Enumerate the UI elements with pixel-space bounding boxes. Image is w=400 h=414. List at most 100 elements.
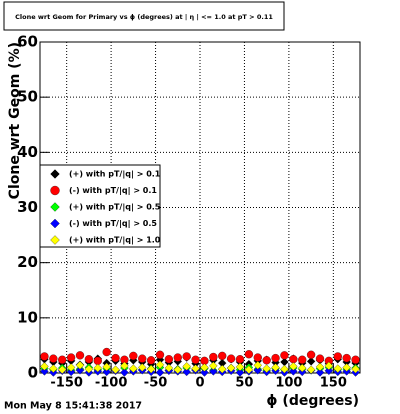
point <box>209 367 218 376</box>
x-axis-label: ϕ (degrees) <box>266 393 359 409</box>
point <box>253 366 262 375</box>
point <box>306 350 316 359</box>
point <box>226 354 236 363</box>
legend-label: (-) with pT/|q| > 0.5 <box>69 219 157 228</box>
point <box>315 368 325 377</box>
point <box>218 364 227 374</box>
point <box>306 365 316 374</box>
point <box>298 355 307 364</box>
x-tick-label: 100 <box>275 376 302 391</box>
point <box>93 356 102 366</box>
point <box>75 366 85 375</box>
point <box>271 363 280 372</box>
timestamp: Mon May 8 15:41:38 2017 <box>4 401 142 412</box>
point <box>218 351 227 361</box>
x-tick-label: -150 <box>50 376 83 391</box>
point <box>209 361 218 371</box>
point <box>155 368 165 377</box>
legend-label: (+) with pT/|q| > 0.1 <box>69 170 161 179</box>
legend-marker <box>50 218 60 229</box>
legend-marker <box>50 235 60 245</box>
point <box>102 362 111 372</box>
point <box>182 352 191 361</box>
y-axis-label: Clone wrt Geom (%) <box>7 42 23 199</box>
x-tick-label: -50 <box>144 376 168 391</box>
point <box>66 363 76 372</box>
point <box>182 362 191 371</box>
point <box>333 364 342 373</box>
point <box>315 354 325 363</box>
legend-marker <box>50 169 60 179</box>
legend-box <box>39 164 161 248</box>
point <box>271 353 280 363</box>
point <box>298 363 307 373</box>
point <box>138 363 147 372</box>
point <box>146 364 156 374</box>
chart-title: Clone wrt Geom for Primary vs ϕ (degrees… <box>15 13 273 22</box>
point <box>40 367 49 376</box>
point <box>342 363 351 372</box>
point <box>129 351 138 361</box>
point <box>138 354 147 363</box>
point <box>75 351 85 360</box>
point <box>253 353 262 362</box>
point <box>58 355 67 364</box>
point <box>342 353 351 363</box>
point <box>120 361 129 371</box>
y-tick-label: 0 <box>28 364 38 382</box>
y-tick-label: 60 <box>17 33 38 51</box>
point <box>129 364 138 373</box>
point <box>84 364 94 374</box>
point <box>324 361 334 371</box>
point <box>244 350 254 359</box>
legend-marker <box>50 202 60 212</box>
y-tick-label: 50 <box>17 88 38 106</box>
x-tick-label: 50 <box>235 376 253 391</box>
y-tick-label: 40 <box>17 143 38 161</box>
point <box>182 367 191 377</box>
y-tick-label: 30 <box>17 198 38 216</box>
point <box>58 365 67 374</box>
point <box>235 362 245 372</box>
point <box>280 351 289 360</box>
point <box>253 361 262 370</box>
point <box>111 353 120 363</box>
point <box>235 368 245 377</box>
point <box>40 362 49 371</box>
point <box>49 364 58 373</box>
point <box>164 363 174 373</box>
point <box>146 356 156 365</box>
point <box>191 364 200 373</box>
point <box>262 356 271 365</box>
point <box>66 353 76 362</box>
point <box>102 347 111 357</box>
point <box>111 365 120 374</box>
point <box>66 367 76 377</box>
point <box>351 364 360 374</box>
y-tick-label: 20 <box>17 253 38 271</box>
point <box>75 361 85 370</box>
point <box>102 367 111 377</box>
x-tick-label: 150 <box>320 376 347 391</box>
point <box>200 363 209 372</box>
legend-marker <box>50 185 60 196</box>
point <box>209 352 218 362</box>
point <box>173 353 182 362</box>
point <box>191 355 200 364</box>
point <box>244 365 254 374</box>
point <box>235 355 245 364</box>
point <box>155 350 165 359</box>
point <box>280 364 289 374</box>
point <box>315 362 325 372</box>
point <box>226 363 236 373</box>
legend-label: (-) with pT/|q| > 0.1 <box>69 186 157 195</box>
point <box>200 368 209 377</box>
point <box>49 354 58 363</box>
legend-label: (+) with pT/|q| > 1.0 <box>69 236 161 245</box>
point <box>289 355 298 364</box>
point <box>262 364 271 373</box>
point <box>306 357 316 366</box>
point <box>93 363 102 373</box>
point <box>324 366 334 376</box>
x-tick-label: -100 <box>95 376 128 391</box>
